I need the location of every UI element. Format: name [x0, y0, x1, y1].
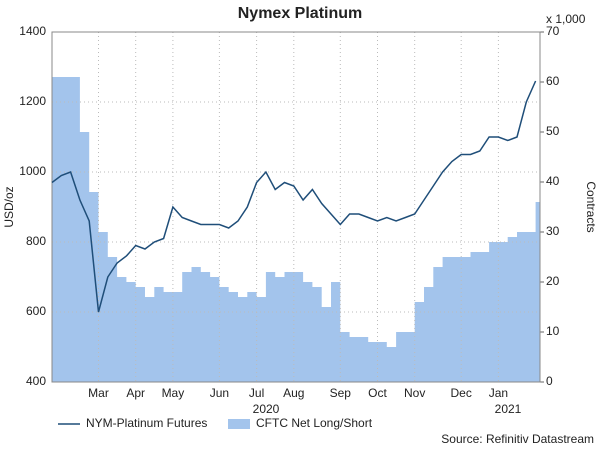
x-tick-label: Oct [368, 386, 387, 400]
line [51, 80, 537, 313]
legend-swatch [228, 419, 250, 429]
y-axis-label: USD/oz [2, 186, 16, 227]
year-label: 2020 [253, 402, 280, 416]
x-tick-label: Sep [330, 386, 352, 400]
y2-tick-label: 20 [546, 274, 560, 288]
y-tick-label: 1200 [19, 94, 46, 108]
x-tick-label: Mar [88, 386, 109, 400]
y2-tick-label: 40 [546, 174, 560, 188]
area [52, 77, 541, 382]
x-tick-label: Nov [404, 386, 425, 400]
source: Source: Refinitiv Datastream [441, 432, 594, 446]
y-tick-label: 600 [26, 304, 46, 318]
y2-tick-label: 50 [546, 124, 560, 138]
y2-tick-label: 60 [546, 74, 560, 88]
x-tick-label: Jan [489, 386, 508, 400]
y2-tick-label: 10 [546, 324, 560, 338]
y2-unit: x 1,000 [546, 12, 586, 26]
x-tick-label: Jul [249, 386, 264, 400]
y-tick-label: 1000 [19, 164, 46, 178]
y-tick-label: 1400 [19, 24, 46, 38]
y-tick-label: 800 [26, 234, 46, 248]
x-tick-label: Jun [210, 386, 229, 400]
plot-frame [51, 31, 541, 383]
x-tick-label: May [162, 386, 185, 400]
chart-title: Nymex Platinum [238, 5, 362, 22]
y2-tick-label: 70 [546, 24, 560, 38]
x-tick-label: Aug [283, 386, 304, 400]
y2-tick-label: 30 [546, 224, 560, 238]
legend-label: CFTC Net Long/Short [256, 416, 373, 430]
x-tick-label: Dec [451, 386, 472, 400]
y2-axis-label: Contracts [584, 181, 598, 232]
y2-tick-label: 0 [546, 374, 553, 388]
legend-label: NYM-Platinum Futures [86, 416, 207, 430]
year-label: 2021 [495, 402, 522, 416]
x-tick-label: Apr [126, 386, 145, 400]
y-tick-label: 400 [26, 374, 46, 388]
